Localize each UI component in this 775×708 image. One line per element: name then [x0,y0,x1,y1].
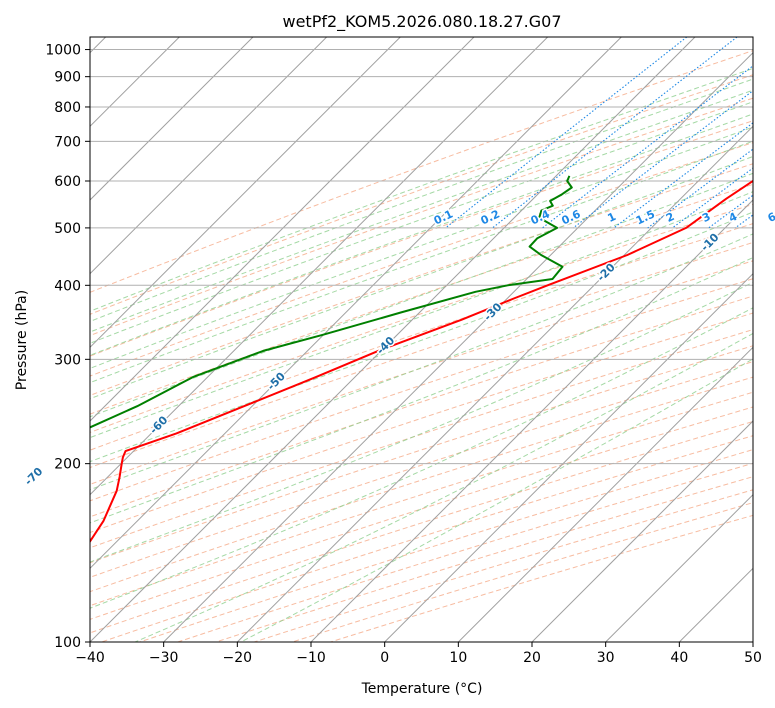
isotherm-label: -70 [22,465,45,488]
background-lines [90,37,753,642]
mixing-ratio-line [613,122,753,229]
x-tick-label: 0 [380,650,389,666]
isotherm-line [384,272,753,642]
x-tick-label: 20 [523,650,541,666]
dry-adiabat-line [101,435,753,642]
mixing-ratio-label: 1 [605,210,617,225]
y-axis-label: Pressure (hPa) [14,290,30,390]
dry-adiabat-line [292,502,753,642]
moist-adiabat-line [90,155,753,400]
x-tick-label: 50 [744,650,762,666]
mixing-ratio-label: 6 [766,210,775,225]
isotherm-line [678,567,753,642]
x-tick-label: −30 [149,650,179,666]
y-tick-label: 100 [54,635,81,651]
mixing-ratio-label: 2 [664,210,676,225]
isotherm-line [90,37,475,422]
dry-adiabat-line [90,163,753,396]
temperature-profile-line [90,179,753,544]
profile-lines [90,175,753,544]
moist-adiabat-line [90,172,753,418]
y-tick-label: 700 [54,134,81,150]
x-tick-label: 10 [449,650,467,666]
dry-adiabat-line [90,329,753,549]
y-tick-label: 500 [54,221,81,237]
moist-adiabat-line [90,78,753,323]
dry-adiabat-line [90,97,753,337]
moist-adiabat-line [90,256,753,524]
isotherm-line [310,199,753,642]
mixing-ratio-line [672,167,753,229]
moist-adiabat-line [90,140,753,384]
isotherm-line [90,37,696,642]
y-tick-label: 300 [54,352,81,368]
mixing-ratio-line [542,65,753,229]
mixing-ratio-label: 4 [727,210,740,225]
isotherm-line [90,37,401,349]
y-tick-label: 800 [54,100,81,116]
isotherm-line [90,37,328,275]
y-axis-ticks: 100 200 300 400 500 600 700 800 900 1000 [45,43,90,651]
x-tick-label: −20 [223,650,253,666]
dry-adiabat-line [90,278,753,502]
dry-adiabat-line [90,295,753,518]
mixing-ratio-label: 0.1 [432,207,455,227]
isotherm-line [90,37,254,201]
moist-adiabat-line [90,307,753,609]
dewpoint-profile-line [90,175,573,429]
dry-adiabat-line [90,345,753,564]
y-tick-label: 600 [54,174,81,190]
isotherm-line [605,493,753,642]
x-tick-label: 30 [597,650,615,666]
x-axis-ticks: −40 −30 −20 −10 0 10 20 30 40 50 [75,642,762,666]
dry-adiabat-line [330,514,753,642]
dry-adiabat-line [90,241,753,469]
x-tick-label: −10 [296,650,326,666]
isotherm-line [236,125,753,642]
dry-adiabat-line [90,223,753,451]
dry-adiabat-line [90,142,753,377]
x-axis-label: Temperature (°C) [361,681,483,697]
dry-adiabat-line [90,391,753,607]
dry-adiabat-line [90,361,753,578]
plot-frame [89,36,754,643]
mixing-ratio-line [492,37,738,229]
x-tick-label: −40 [75,650,105,666]
isotherm-line [163,51,753,642]
isotherm-label: -40 [374,334,397,357]
y-tick-label: 200 [54,457,81,473]
isotherm-line [531,420,753,642]
isotherm-line [752,641,753,642]
dry-adiabat-line [90,376,753,593]
isotherm-line [90,37,549,496]
mixing-ratio-line [445,37,688,229]
y-tick-label: 900 [54,70,81,86]
isotherm-line [457,346,753,642]
x-tick-label: 40 [670,650,688,666]
y-tick-label: 400 [54,278,81,294]
moist-adiabat-line [90,67,753,312]
mixing-ratio-line [734,214,753,229]
mixing-ratio-label: 0.6 [560,207,583,227]
dry-adiabat-line [90,312,753,534]
isotherm-line [90,37,622,570]
y-tick-label: 1000 [45,43,81,59]
dry-adiabat-line [177,462,753,642]
moist-adiabat-line [90,101,753,344]
chart-title: wetPf2_KOM5.2026.080.18.27.G07 [282,12,561,32]
dry-adiabat-line [90,50,753,293]
mixing-ratio-line [572,90,753,229]
